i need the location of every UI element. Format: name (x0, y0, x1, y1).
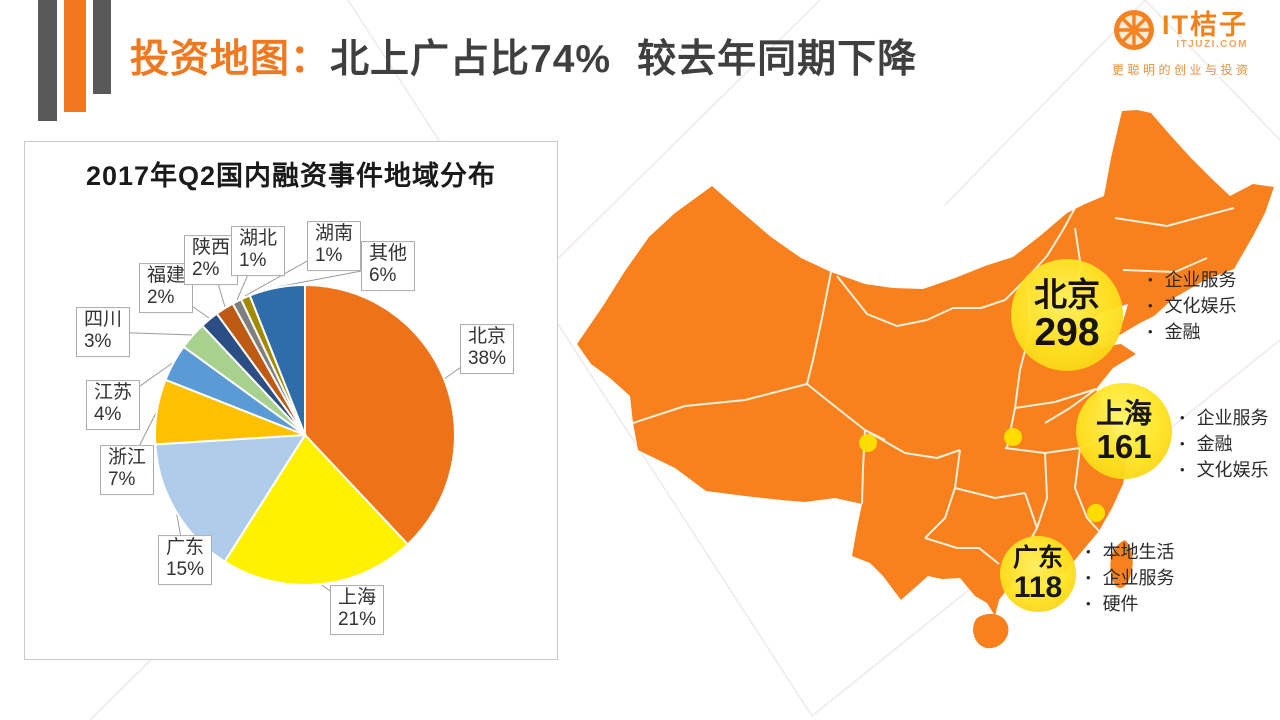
pie-label-other: 其他 6% (360, 241, 416, 291)
map-bubble-shanghai: 上海 161 (1076, 383, 1172, 479)
bubble-region-name: 北京 (1034, 276, 1100, 313)
bubble-region-value: 118 (1013, 570, 1063, 604)
city-dots (859, 428, 1105, 522)
bubble-region-value: 298 (1034, 311, 1100, 354)
pie-label-zhejiang: 浙江 7% (99, 445, 155, 495)
title-highlight: 投资地图 (130, 38, 291, 81)
orange-slice-icon (1114, 10, 1154, 50)
industry-list-shanghai: 企业服务金融文化娱乐 (1180, 406, 1269, 484)
bubble-region-name: 广东 (1012, 543, 1063, 572)
bubble-region-name: 上海 (1095, 398, 1152, 429)
pie-label-shaanxi: 陕西 2% (183, 235, 239, 285)
pie-label-guangdong: 广东 15% (157, 535, 213, 585)
title-suffix: 较去年同期下降 (637, 38, 918, 81)
logo-brand-text: IT桔子 (1162, 9, 1248, 40)
industry-list-guangdong: 本地生活企业服务硬件 (1086, 540, 1175, 618)
pie-label-sichuan: 四川 3% (75, 307, 131, 357)
industry-item: 企业服务 (1086, 566, 1175, 592)
pie-slice-其他 (248, 283, 306, 436)
industry-item: 本地生活 (1086, 540, 1175, 566)
industry-item: 企业服务 (1180, 406, 1269, 432)
industry-item: 金融 (1148, 320, 1237, 346)
industry-item: 文化娱乐 (1148, 294, 1237, 320)
pie-slice-广东 (154, 433, 307, 563)
title-separator: ： (290, 38, 331, 81)
hainan-island (973, 613, 1009, 649)
industry-item: 硬件 (1086, 592, 1175, 618)
pie-label-jiangsu: 江苏 4% (85, 380, 141, 430)
pie-chart-title: 2017年Q2国内融资事件地域分布 (85, 161, 497, 191)
itjuzi-logo: IT桔子 ITJUZI.COM 更聪明的创业与投资 (1112, 8, 1270, 78)
bubble-region-value: 161 (1096, 428, 1152, 465)
deco-bar-gray (93, 0, 111, 94)
china-landmass (577, 110, 1274, 616)
logo-tagline: 更聪明的创业与投资 (1112, 63, 1252, 77)
map-bubble-guangdong: 广东 118 (1000, 536, 1076, 612)
industry-item: 企业服务 (1148, 268, 1237, 294)
page-title: 投资地图：北上广占比74% 较去年同期下降 (130, 28, 917, 84)
logo-domain-text: ITJUZI.COM (1176, 38, 1248, 50)
deco-bar-orange (64, 0, 86, 112)
pie-label-beijing: 北京 38% (459, 324, 515, 374)
industry-list-beijing: 企业服务文化娱乐金融 (1148, 268, 1237, 346)
pie-label-hunan: 湖南 1% (306, 221, 362, 271)
map-bubble-beijing: 北京 298 (1011, 259, 1123, 371)
pie-label-hubei: 湖北 1% (230, 226, 286, 276)
industry-item: 文化娱乐 (1180, 458, 1269, 484)
pie-slice-上海 (223, 433, 410, 586)
pie-slice-北京 (304, 283, 456, 546)
pie-label-shanghai: 上海 21% (329, 585, 385, 635)
industry-item: 金融 (1180, 432, 1269, 458)
deco-bar-dark (38, 0, 57, 121)
pie-label-fujian: 福建 2% (138, 263, 194, 313)
pie-chart-panel: 2017年Q2国内融资事件地域分布 北京 38% 上海 21% 广东 15% 浙江 7%… (24, 141, 558, 660)
title-main: 北上广占比74% (330, 38, 612, 81)
